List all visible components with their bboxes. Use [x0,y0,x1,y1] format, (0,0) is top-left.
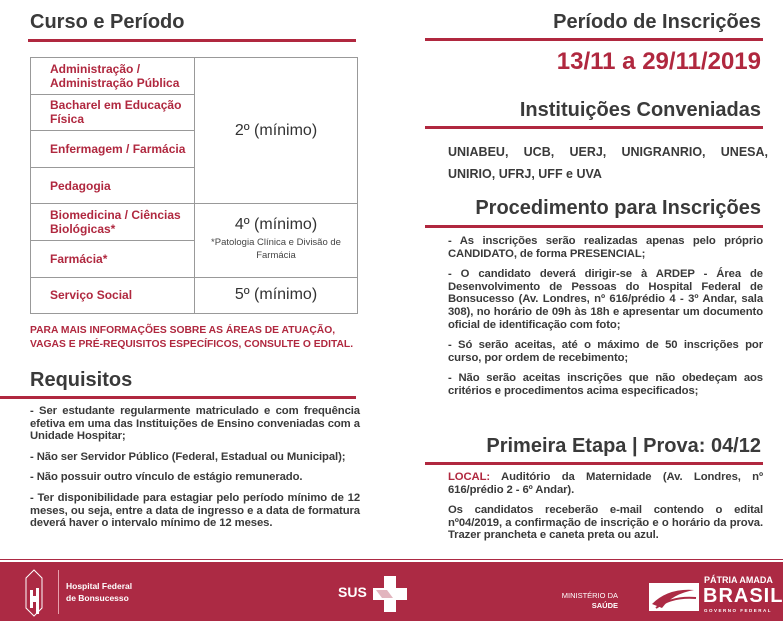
procedure-item: - As inscrições serão realizadas apenas … [448,235,763,260]
ministry-name: MINISTÉRIO DA SAÚDE [556,591,618,611]
period-title: Período de Inscrições [553,11,761,33]
course-cell: Bacharel em Educação Física [30,93,195,132]
divider [425,126,763,129]
info-note: PARA MAIS INFORMAÇÕES SOBRE AS ÁREAS DE … [30,325,354,350]
procedure-title: Procedimento para Inscrições [475,197,761,219]
local-label: LOCAL: [448,471,491,483]
logo-separator [58,570,59,614]
procedure-item: - Não serão aceitas inscrições que não o… [448,372,763,397]
hospital-line: Hospital Federal [66,581,133,591]
procedure-item: - O candidato deverá dirigir-se à ARDEP … [448,268,763,331]
ministry-line: MINISTÉRIO DA [561,591,618,600]
hospital-logo-icon [25,569,43,617]
divider [28,39,356,42]
divider [0,396,356,399]
brasil-motto: PÁTRIA AMADA [704,575,773,585]
divider [425,462,763,465]
stage-text: Os candidatos receberão e-mail contendo … [448,504,763,542]
period-value: 4º (mínimo) [234,216,318,234]
footer-top-line [0,559,783,560]
requirement: - Não possuir outro vínculo de estágio r… [30,471,303,484]
period-dates: 13/11 a 29/11/2019 [556,48,761,75]
stage-title: Primeira Etapa | Prova: 04/12 [486,435,761,457]
course-title: Curso e Período [30,11,185,33]
local-text: Auditório da Maternidade (Av. Londres, n… [448,471,763,496]
course-cell: Administração / Administração Pública [30,57,195,95]
requirements-title: Requisitos [30,369,133,391]
ministry-line: SAÚDE [591,601,618,610]
brasil-name: BRASIL [703,585,783,607]
period-cell: 2º (mínimo) [194,56,358,205]
hospital-line: de Bonsucesso [66,593,129,603]
sus-logo: SUS [338,584,367,600]
brasil-government: GOVERNO FEDERAL [704,608,773,613]
stage-local: LOCAL: Auditório da Maternidade (Av. Lon… [448,471,763,496]
sus-cross-icon [373,576,407,612]
course-table: Administração / Administração Pública 2º … [30,56,358,315]
course-cell: Biomedicina / Ciências Biológicas* [30,203,195,241]
course-cell: Enfermagem / Farmácia [30,130,195,168]
period-note: *Patologia Clínica e Divisão de Farmácia [211,237,341,262]
footer: Hospital Federal de Bonsucesso SUS MINIST… [0,562,783,621]
period-cell: 5º (mínimo) [194,276,358,315]
stage-info: LOCAL: Auditório da Maternidade (Av. Lon… [448,471,763,550]
divider [425,225,763,228]
course-cell: Pedagogia [30,166,195,205]
institutions-list: UNIABEU, UCB, UERJ, UNIGRANRIO, UNESA, U… [448,145,768,181]
requirements-list: - Ser estudante regularmente matriculado… [30,405,360,538]
procedure-list: - As inscrições serão realizadas apenas … [448,235,763,406]
procedure-item: - Só serão aceitas, até o máximo de 50 i… [448,339,763,364]
period-cell: 4º (mínimo) *Patologia Clínica e Divisão … [194,203,358,278]
course-cell: Farmácia* [30,239,195,278]
brasil-logo-icon [649,583,699,611]
institutions-title: Instituições Conveniadas [519,99,761,121]
requirement: - Ser estudante regularmente matriculado… [30,405,360,443]
course-cell: Serviço Social [30,276,195,315]
hospital-name: Hospital Federal de Bonsucesso [66,580,132,604]
divider [425,38,763,41]
requirement: - Ter disponibilidade para estagiar pelo… [30,491,360,530]
requirement: - Não ser Servidor Público (Federal, Est… [30,450,346,463]
